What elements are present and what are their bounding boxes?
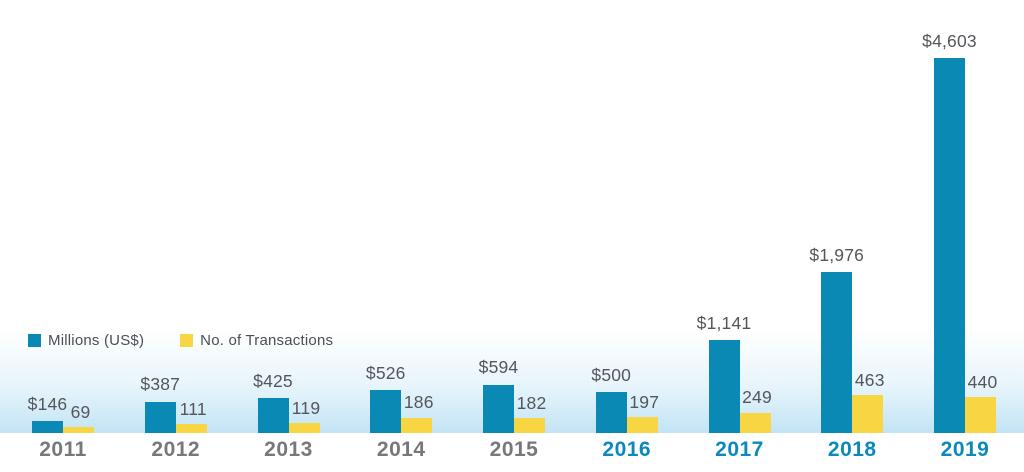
- year-label-2014: 2014: [376, 438, 426, 461]
- value-label-transactions-2013: 119: [291, 397, 321, 418]
- year-label-2011: 2011: [39, 438, 87, 461]
- millions-swatch-icon: [28, 334, 41, 347]
- value-label-millions-2012: $387: [140, 374, 181, 394]
- value-label-millions-2014: $526: [365, 362, 406, 383]
- year-label-2018: 2018: [827, 438, 877, 461]
- legend-item-millions: Millions (US$): [28, 332, 144, 349]
- value-label-transactions-2015: 182: [516, 392, 547, 413]
- value-label-transactions-2018: 463: [854, 369, 885, 390]
- bar-transactions-2013: [288, 423, 320, 433]
- value-label-transactions-2014: 186: [403, 392, 434, 413]
- value-label-millions-2015: $594: [478, 357, 519, 378]
- legend-label-transactions: No. of Transactions: [200, 332, 334, 349]
- bar-transactions-2017: [739, 412, 771, 433]
- transactions-swatch-icon: [180, 334, 194, 347]
- value-label-transactions-2019: 440: [967, 371, 998, 392]
- bar-millions-2014: [370, 390, 402, 433]
- year-label-2015: 2015: [489, 438, 539, 461]
- year-label-2012: 2012: [151, 438, 201, 461]
- legend-item-transactions: No. of Transactions: [180, 332, 333, 349]
- value-label-millions-2019: $4,603: [922, 30, 977, 51]
- bar-millions-2017: [708, 340, 740, 433]
- value-label-millions-2011: $146: [27, 393, 68, 414]
- bar-millions-2018: [821, 272, 853, 433]
- bar-transactions-2011: [63, 427, 94, 433]
- value-label-transactions-2011: 69: [70, 401, 91, 422]
- year-label-2016: 2016: [602, 438, 652, 461]
- year-label-2013: 2013: [264, 438, 313, 461]
- bar-millions-2016: [595, 392, 627, 433]
- bar-millions-2011: [32, 421, 63, 433]
- value-label-millions-2013: $425: [253, 370, 293, 391]
- legend-label-millions: Millions (US$): [48, 332, 145, 349]
- value-label-millions-2018: $1,976: [809, 244, 865, 265]
- bar-millions-2013: [257, 398, 289, 433]
- year-label-2019: 2019: [940, 438, 990, 461]
- bar-transactions-2014: [401, 417, 433, 433]
- bar-transactions-2012: [175, 424, 207, 433]
- bar-millions-2019: [934, 58, 965, 433]
- value-label-millions-2016: $500: [591, 364, 632, 385]
- value-label-transactions-2016: 197: [629, 391, 660, 412]
- bar-millions-2015: [483, 384, 514, 433]
- value-label-transactions-2012: 111: [179, 398, 207, 419]
- bar-transactions-2018: [852, 395, 884, 433]
- year-label-2017: 2017: [715, 438, 764, 461]
- bar-transactions-2016: [626, 417, 658, 433]
- bar-transactions-2015: [514, 418, 545, 433]
- bar-millions-2012: [144, 401, 176, 433]
- value-label-transactions-2017: 249: [742, 387, 772, 408]
- bar-transactions-2019: [965, 397, 996, 433]
- chart-legend: Millions (US$) No. of Transactions: [28, 332, 333, 349]
- value-label-millions-2017: $1,141: [696, 312, 752, 333]
